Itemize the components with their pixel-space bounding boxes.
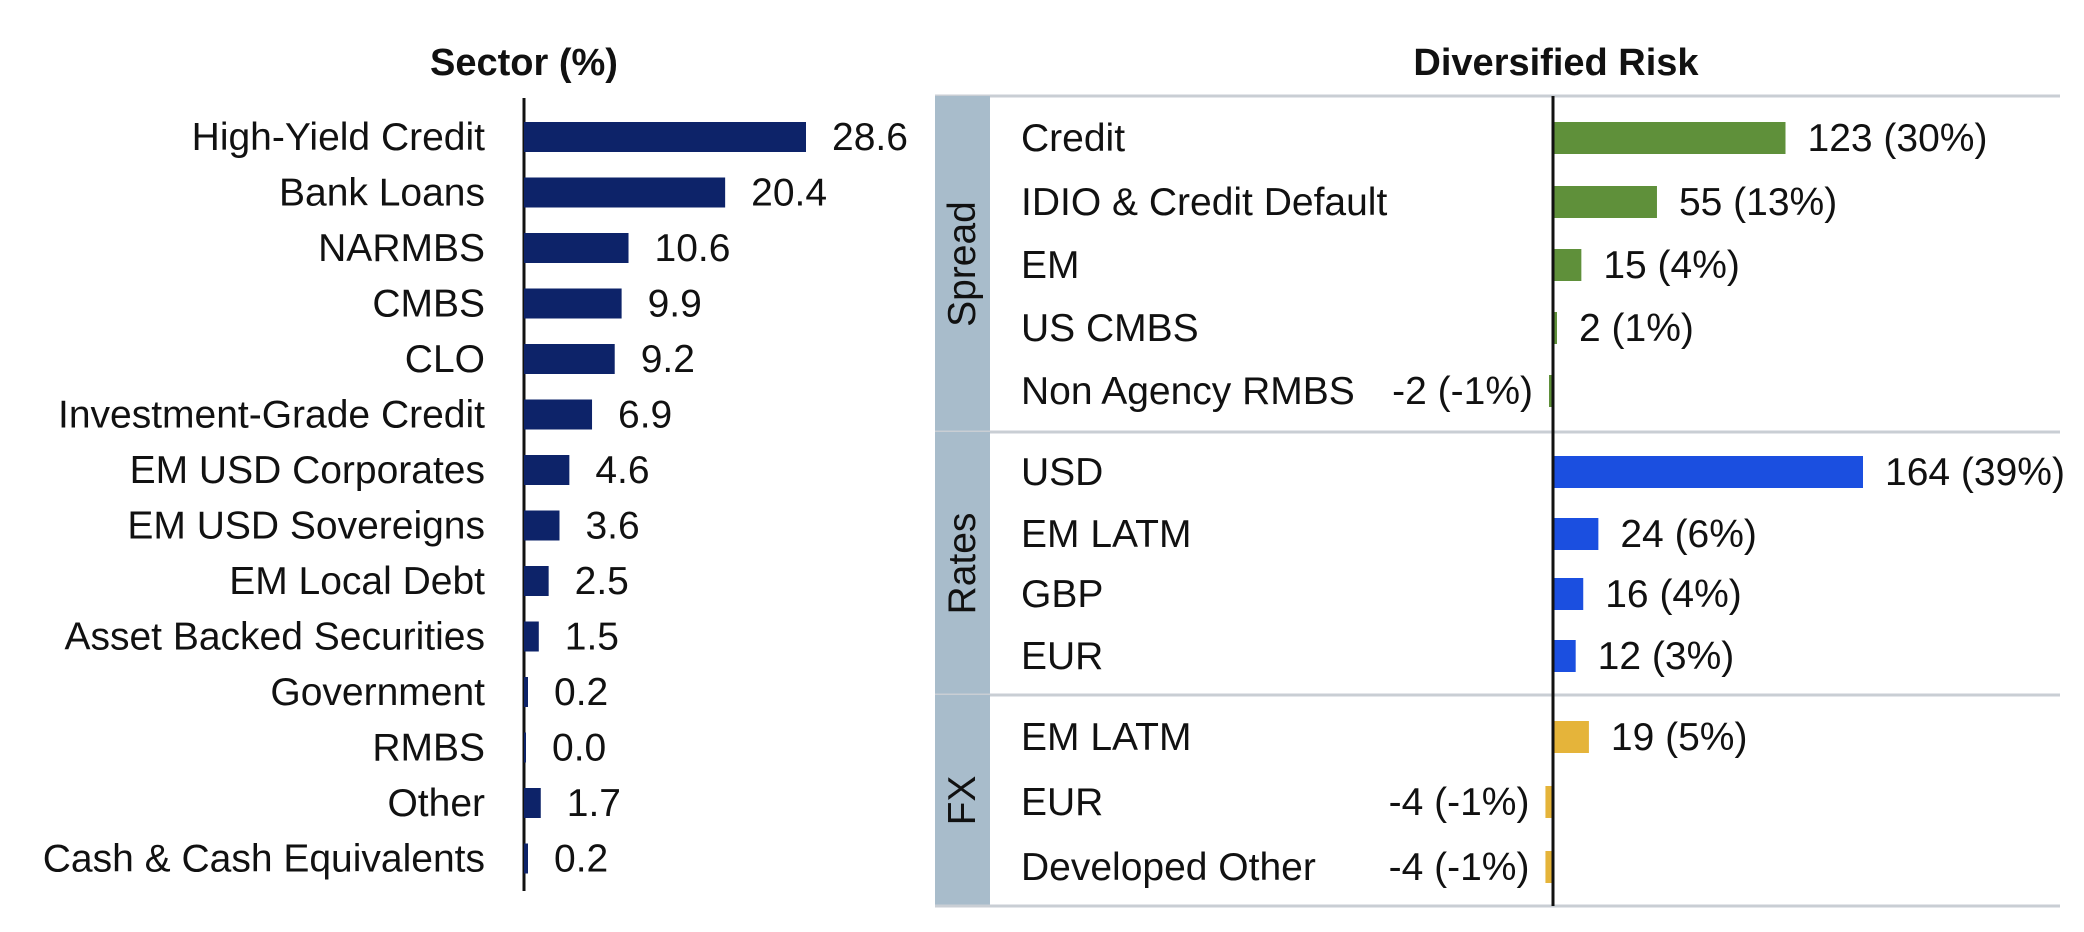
risk-item-label: Developed Other [1021, 846, 1316, 889]
risk-item-label: GBP [1021, 573, 1103, 616]
sector-value-label: 10.6 [655, 227, 731, 270]
risk-group-label: FX [941, 776, 984, 826]
risk-chart-title: Diversified Risk [1413, 42, 1699, 84]
sector-bar [524, 233, 629, 263]
risk-bar [1545, 786, 1553, 818]
sector-value-label: 1.5 [565, 616, 619, 659]
risk-value-label: -4 (-1%) [1389, 781, 1530, 824]
risk-item-label: Non Agency RMBS [1021, 370, 1355, 413]
sector-bar [524, 732, 526, 763]
sector-category-label: EM USD Corporates [130, 449, 485, 492]
sector-bar [524, 510, 560, 541]
risk-group-band [935, 96, 990, 432]
risk-value-label: 24 (6%) [1620, 513, 1757, 556]
sector-bar [524, 177, 726, 208]
risk-item-label: IDIO & Credit Default [1021, 181, 1387, 224]
sector-chart: Sector (%) High-Yield Credit 28.6 Bank Loa… [43, 42, 908, 891]
risk-group-fx: FX EM LATM 19 (5%) EUR -4 (-1%) Developed Oth… [935, 695, 2060, 908]
risk-chart: Diversified Risk Spread Credit 123 (30%) ID… [935, 42, 2065, 908]
risk-value-label: 164 (39%) [1885, 451, 2065, 494]
risk-value-label: 2 (1%) [1579, 307, 1694, 350]
risk-value-label: -4 (-1%) [1389, 846, 1530, 889]
sector-value-label: 9.2 [641, 338, 695, 381]
sector-value-label: 6.9 [618, 394, 672, 437]
risk-group-band [935, 695, 990, 906]
risk-item-label: EUR [1021, 781, 1103, 824]
sector-value-label: 1.7 [567, 782, 621, 825]
risk-value-label: 12 (3%) [1598, 635, 1735, 678]
risk-item-label: Credit [1021, 117, 1125, 160]
sector-value-label: 2.5 [575, 560, 629, 603]
sector-bar [524, 288, 622, 319]
risk-item-label: EM LATM [1021, 716, 1191, 759]
risk-bar [1553, 312, 1557, 344]
sector-category-label: CMBS [372, 283, 485, 326]
sector-category-label: Bank Loans [279, 172, 485, 215]
sector-value-label: 0.2 [554, 671, 608, 714]
sector-bar [524, 621, 539, 652]
sector-value-label: 20.4 [751, 172, 827, 215]
sector-bar [524, 344, 615, 374]
sector-value-label: 4.6 [595, 449, 649, 492]
risk-bar [1553, 518, 1599, 550]
sector-category-label: Asset Backed Securities [64, 616, 485, 659]
sector-category-label: Investment-Grade Credit [58, 394, 485, 437]
risk-value-label: 19 (5%) [1611, 716, 1748, 759]
risk-item-label: USD [1021, 451, 1103, 494]
risk-bar [1553, 640, 1576, 672]
sector-category-label: Cash & Cash Equivalents [43, 838, 485, 881]
risk-value-label: 15 (4%) [1603, 244, 1740, 287]
sector-bar [524, 122, 806, 152]
risk-value-label: 16 (4%) [1605, 573, 1742, 616]
sector-value-label: 28.6 [832, 116, 908, 159]
risk-value-label: 55 (13%) [1679, 181, 1837, 224]
risk-bar [1549, 375, 1553, 407]
risk-group-spread: Spread Credit 123 (30%) IDIO & Credit Defau… [935, 96, 2060, 434]
sector-value-label: 3.6 [585, 505, 639, 548]
risk-group-rates: Rates USD 164 (39%) EM LATM 24 (6%) GBP 16 (4%… [935, 432, 2065, 697]
risk-group-label: Spread [941, 201, 984, 327]
sector-category-label: Government [270, 671, 485, 714]
risk-group-label: Rates [941, 513, 984, 615]
sector-bar [524, 455, 570, 485]
risk-bar [1553, 578, 1584, 610]
risk-value-label: 123 (30%) [1808, 117, 1988, 160]
risk-bar [1553, 122, 1786, 154]
risk-bar [1545, 851, 1553, 883]
sector-bar [524, 566, 549, 596]
sector-category-label: Other [387, 782, 485, 825]
risk-group-band [935, 432, 990, 695]
risk-item-label: EUR [1021, 635, 1103, 678]
sector-bar [524, 843, 528, 874]
sector-category-label: NARMBS [318, 227, 485, 270]
sector-category-label: High-Yield Credit [192, 116, 486, 159]
sector-category-label: RMBS [372, 727, 485, 770]
risk-bar [1553, 456, 1863, 488]
risk-value-label: -2 (-1%) [1392, 370, 1533, 413]
sector-category-label: EM Local Debt [229, 560, 485, 603]
risk-bar [1553, 249, 1582, 281]
sector-bar [524, 677, 528, 707]
sector-chart-title: Sector (%) [430, 42, 618, 84]
risk-item-label: US CMBS [1021, 307, 1199, 350]
sector-value-label: 0.0 [552, 727, 606, 770]
risk-bar [1553, 721, 1589, 753]
risk-item-label: EM LATM [1021, 513, 1191, 556]
sector-bar [524, 788, 541, 818]
sector-value-label: 0.2 [554, 838, 608, 881]
risk-bar [1553, 186, 1657, 218]
sector-category-label: CLO [405, 338, 485, 381]
sector-category-label: EM USD Sovereigns [127, 505, 485, 548]
sector-bars: High-Yield Credit 28.6 Bank Loans 20.4 NARMB… [43, 116, 908, 881]
sector-bar [524, 399, 593, 430]
risk-groups: Spread Credit 123 (30%) IDIO & Credit Defau… [935, 94, 2065, 908]
risk-item-label: EM [1021, 244, 1080, 287]
sector-value-label: 9.9 [648, 283, 702, 326]
